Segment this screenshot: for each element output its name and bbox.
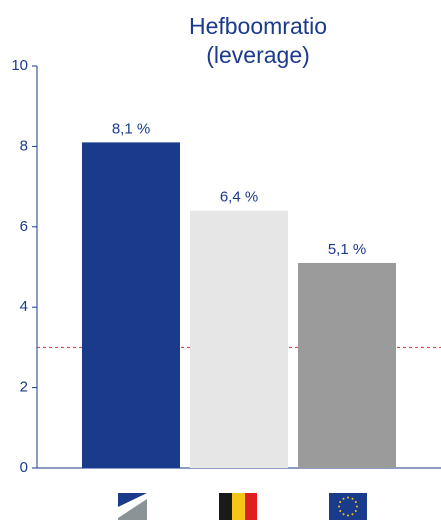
eu-star — [342, 513, 345, 516]
eu-star — [338, 505, 340, 508]
belgium-flag-icon — [219, 493, 257, 520]
y-tick-label: 0 — [20, 459, 28, 476]
bank-logo-icon — [118, 493, 147, 520]
eu-star — [354, 510, 357, 512]
eu-star — [347, 514, 349, 517]
eu-star — [354, 501, 357, 503]
eu-star — [351, 513, 354, 516]
chart-title-line-1: Hefboomratio — [189, 13, 327, 39]
chart-title-line-2: (leverage) — [206, 42, 310, 68]
eu-flag-icon — [329, 493, 367, 520]
y-tick-label: 2 — [20, 379, 28, 396]
y-tick-label: 10 — [11, 57, 28, 74]
eu-star — [351, 497, 354, 500]
y-tick-label: 6 — [20, 218, 28, 235]
bars — [82, 142, 396, 468]
eu-star — [339, 501, 342, 503]
bar — [298, 262, 396, 468]
y-tick-label: 8 — [20, 137, 28, 154]
bar — [82, 142, 180, 468]
y-tick-label: 4 — [20, 298, 28, 315]
eu-star — [347, 496, 349, 499]
bar-value-label: 5,1 % — [328, 241, 366, 258]
y-ticks: 0 2 4 6 8 10 — [11, 57, 37, 476]
eu-star — [356, 505, 358, 508]
eu-star — [339, 510, 342, 512]
bar — [190, 210, 288, 468]
eu-star — [342, 497, 345, 500]
bar-value-label: 8,1 % — [112, 120, 150, 137]
bar-value-label: 6,4 % — [220, 189, 258, 206]
data-labels: 8,1 % 6,4 % 5,1 % — [112, 120, 366, 258]
